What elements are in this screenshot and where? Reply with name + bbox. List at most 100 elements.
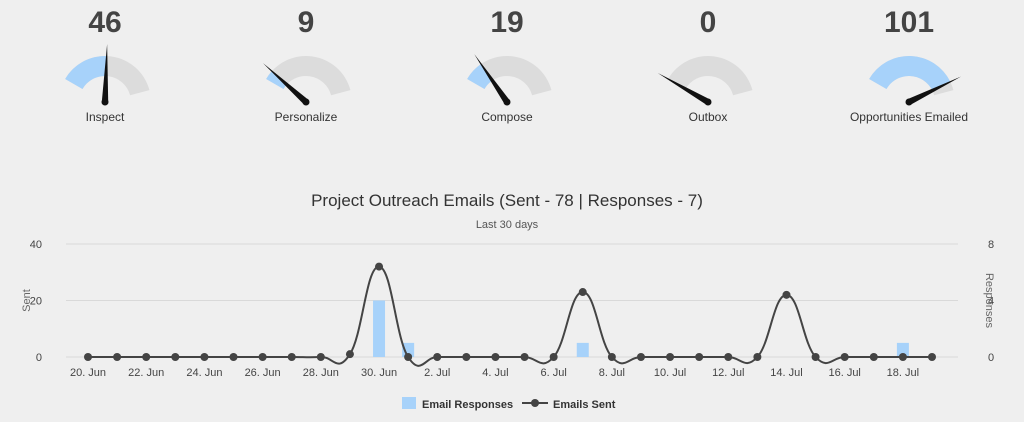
gridlines (66, 243, 958, 358)
gauge-needle (657, 73, 710, 105)
y-right-tick: 0 (988, 352, 994, 364)
point-emails-sent (171, 353, 180, 361)
gauge-value: 0 (700, 6, 717, 39)
gauge-needle (907, 76, 962, 105)
point-emails-sent (636, 353, 645, 361)
gauge-pivot (101, 98, 109, 106)
y-left-axis-title: Sent (21, 289, 33, 312)
point-emails-sent (200, 353, 209, 361)
outreach-chart: Project Outreach Emails (Sent - 78 | Res… (21, 191, 995, 411)
gauge-row: 46 Inspect 9 Personalize 19 Compose 0 Outbox 101… (65, 6, 968, 124)
x-tick: 4. Jul (482, 367, 508, 379)
chart-title: Project Outreach Emails (Sent - 78 | Res… (311, 191, 703, 210)
point-emails-sent (345, 350, 354, 359)
y-right-axis-title: Responses (983, 273, 995, 329)
x-tick: 2. Jul (424, 367, 450, 379)
point-emails-sent (142, 353, 151, 361)
x-tick: 26. Jun (245, 367, 281, 379)
gauge-fill (467, 64, 493, 89)
point-emails-sent (491, 353, 500, 361)
point-emails-sent (695, 353, 704, 361)
line-emails-sent (88, 265, 932, 367)
point-emails-sent (840, 353, 849, 361)
gauge-value: 101 (884, 6, 934, 39)
gauge-pivot (503, 98, 511, 106)
gauge-label: Outbox (689, 110, 728, 124)
x-tick: 12. Jul (712, 367, 744, 379)
point-emails-sent (433, 353, 442, 361)
x-tick: 24. Jun (186, 367, 222, 379)
gauge: 19 Compose (467, 6, 552, 124)
point-emails-sent (607, 353, 616, 361)
gauge-track (266, 56, 351, 96)
point-emails-sent (811, 353, 820, 361)
y-left-tick: 20 (30, 296, 42, 308)
legend-line-marker (531, 399, 539, 407)
legend: Email Responses Emails Sent (402, 397, 616, 411)
legend-label: Emails Sent (553, 399, 616, 411)
point-emails-sent (782, 290, 791, 299)
x-tick: 14. Jul (770, 367, 802, 379)
gauge-value: 46 (88, 6, 121, 39)
x-tick: 18. Jul (887, 367, 919, 379)
point-emails-sent (229, 353, 238, 361)
bar-email-responses (373, 300, 386, 357)
x-tick: 8. Jul (599, 367, 625, 379)
y-right-tick: 4 (988, 296, 994, 308)
point-emails-sent (113, 353, 122, 361)
chart-subtitle: Last 30 days (476, 219, 539, 231)
point-emails-sent (84, 353, 92, 361)
point-emails-sent (316, 353, 325, 361)
point-emails-sent (869, 353, 878, 361)
point-emails-sent (520, 353, 529, 361)
gauge-needle (262, 63, 309, 105)
gauge: 9 Personalize (262, 6, 351, 124)
point-emails-sent (898, 353, 907, 361)
y-left-tick: 40 (30, 239, 42, 251)
gauge-value: 19 (490, 6, 523, 39)
legend-bar-swatch (402, 397, 416, 409)
point-emails-sent (724, 353, 733, 361)
gauge-fill (65, 56, 107, 89)
x-tick: 22. Jun (128, 367, 164, 379)
gauge-value: 9 (298, 6, 315, 39)
bar-email-responses (576, 342, 589, 357)
gauge-pivot (302, 98, 310, 106)
gauge: 0 Outbox (657, 6, 753, 124)
point-emails-sent (666, 353, 675, 361)
gauge-label: Personalize (275, 110, 338, 124)
gauge-label: Opportunities Emailed (850, 110, 968, 124)
x-tick: 28. Jun (303, 367, 339, 379)
bar-email-responses (896, 342, 909, 357)
point-emails-sent (404, 353, 413, 361)
gauge: 46 Inspect (65, 6, 150, 124)
gauge-label: Inspect (86, 110, 125, 124)
point-emails-sent (753, 353, 762, 361)
gauge: 101 Opportunities Emailed (850, 6, 968, 124)
y-left-tick: 0 (36, 352, 42, 364)
legend-label: Email Responses (422, 399, 513, 411)
point-emails-sent (928, 353, 936, 361)
point-emails-sent (375, 262, 384, 271)
gauge-label: Compose (481, 110, 533, 124)
gauge-pivot (704, 98, 712, 106)
gauge-fill (266, 71, 287, 89)
gauge-track (668, 55, 753, 96)
gauge-track (467, 55, 552, 96)
point-emails-sent (258, 353, 267, 361)
x-tick: 6. Jul (541, 367, 567, 379)
x-tick: 16. Jul (828, 367, 860, 379)
gauge-needle (101, 44, 109, 103)
x-tick: 10. Jul (654, 367, 686, 379)
point-emails-sent (287, 353, 296, 361)
x-tick: 20. Jun (70, 367, 106, 379)
point-emails-sent (578, 288, 587, 297)
x-tick: 30. Jun (361, 367, 397, 379)
gauge-fill (869, 56, 951, 91)
y-right-tick: 8 (988, 239, 994, 251)
gauge-needle (474, 54, 510, 104)
gauge-pivot (905, 98, 913, 106)
point-emails-sent (549, 353, 558, 361)
point-emails-sent (462, 353, 471, 361)
